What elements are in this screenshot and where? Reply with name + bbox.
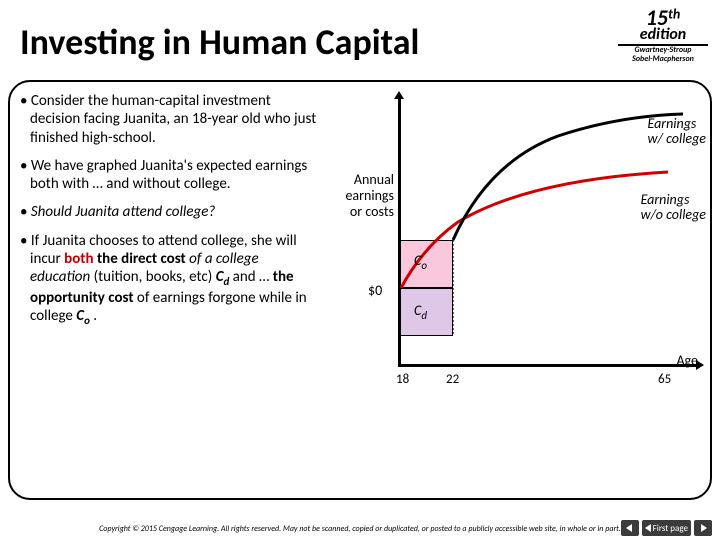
x-axis-label: Age xyxy=(676,352,698,369)
cd-label: Cd xyxy=(414,302,427,322)
edition-label: edition xyxy=(618,25,708,44)
x-tick-18: 18 xyxy=(396,372,409,387)
y-axis-label: Annualearningsor costs xyxy=(332,172,394,220)
curve-label-college: Earningsw/ college xyxy=(648,116,707,147)
nav-buttons: First page xyxy=(621,520,712,536)
copyright-footer: Copyright © 2015 Cengage Learning. All r… xyxy=(0,524,720,534)
content-panel: • Consider the human-capital investment … xyxy=(8,80,712,500)
bullet-2: • We have graphed Juanita's expected ear… xyxy=(20,157,320,194)
zero-label: $0 xyxy=(368,282,382,299)
slide: 15th edition Gwartney-StroupSobel-Macphe… xyxy=(0,0,720,540)
curve-label-nocollege: Earningsw/o college xyxy=(641,192,706,223)
chevron-right-icon xyxy=(701,524,707,532)
bullet-list: • Consider the human-capital investment … xyxy=(20,92,320,337)
next-button[interactable] xyxy=(694,520,712,536)
x-tick-65: 65 xyxy=(658,372,671,387)
prev-button[interactable] xyxy=(621,520,639,536)
bullet-1: • Consider the human-capital investment … xyxy=(20,92,320,147)
co-label: Co xyxy=(414,252,427,272)
page-title: Investing in Human Capital xyxy=(20,20,419,64)
x-tick-22: 22 xyxy=(446,372,459,387)
first-page-button[interactable]: First page xyxy=(642,520,691,536)
earnings-chart: Annualearningsor costs $0 Co Cd 18 22 65… xyxy=(328,92,698,402)
chart-curves xyxy=(328,92,698,402)
edition-badge: 15th edition Gwartney-StroupSobel-Macphe… xyxy=(618,4,708,64)
edition-authors: Gwartney-StroupSobel-Macpherson xyxy=(618,46,708,64)
chevron-left-icon xyxy=(626,524,632,532)
chevron-left-icon xyxy=(645,524,651,532)
first-page-label: First page xyxy=(653,523,688,534)
bullet-3: • Should Juanita attend college? xyxy=(20,203,320,221)
bullet-4: • If Juanita chooses to attend college, … xyxy=(20,232,320,328)
